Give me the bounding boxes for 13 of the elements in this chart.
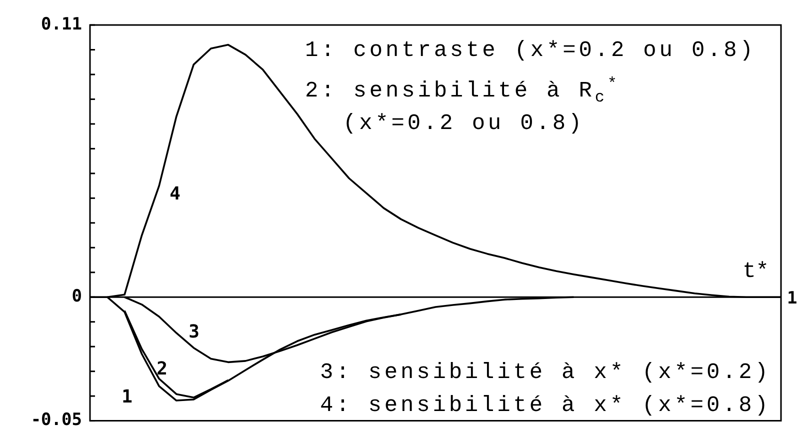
x-axis-title: t* [742, 259, 769, 284]
annotation: 3: sensibilité à x* (x*=0.2) [320, 360, 771, 385]
annotation: (x*=0.2 ou 0.8) [343, 111, 585, 136]
annotation: 1: contraste (x*=0.2 ou 0.8) [305, 38, 756, 63]
annotation: 2 [156, 358, 168, 380]
annotation: 4: sensibilité à x* (x*=0.8) [320, 393, 771, 418]
annotation: 3 [188, 322, 200, 343]
annotation: 1 [122, 386, 132, 408]
y-tick-label: 0 [72, 286, 82, 307]
text: 1 [787, 288, 798, 309]
annotation: 4 [170, 184, 181, 205]
y-tick-label: 0.11 [41, 14, 82, 34]
y-tick-label: -0.05 [30, 410, 82, 430]
